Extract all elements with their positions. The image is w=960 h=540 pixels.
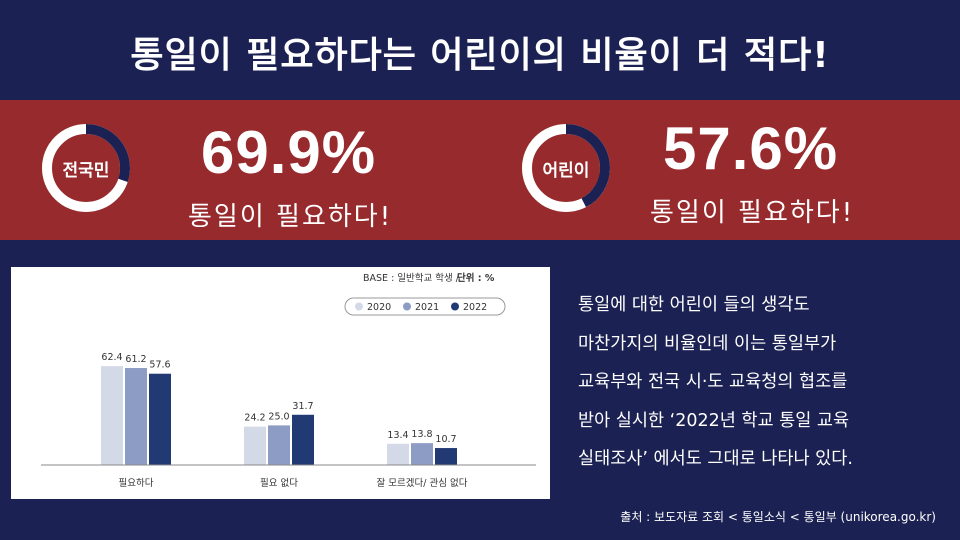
bar-2020-2: [244, 426, 266, 465]
chart-note-unit: 단위 : %: [457, 272, 495, 284]
bar-2021-2: [268, 425, 290, 465]
bar-2021-3: [411, 443, 433, 465]
bar-value-label: 13.4: [387, 430, 408, 441]
x-tick-label: 필요 없다: [260, 477, 298, 489]
bar-2020-1: [101, 366, 123, 465]
bar-value-label: 57.6: [149, 360, 170, 371]
headline: 통일이 필요하다는 어린이의 비율이 더 적다!: [130, 35, 830, 76]
body-line: 교육부와 전국 시·도 교육청의 협조를: [578, 372, 848, 392]
donut-national: 전국민: [40, 122, 132, 214]
legend-marker: [355, 302, 363, 311]
body-line: 통일에 대한 어린이 들의 생각도: [578, 295, 810, 315]
stats-band: 전국민 69.9% 통일이 필요하다! 어린이 57.6% 통일이 필요하다!: [0, 100, 960, 240]
bar-value-label: 25.0: [268, 411, 289, 422]
body-line: 실태조사’ 에서도 그대로 나타나 있다.: [578, 449, 853, 469]
bar-2022-3: [435, 448, 457, 465]
donut-remainder-arc: [42, 124, 130, 212]
source-citation: 출처 : 보도자료 조회 < 통일소식 < 통일부 (unikorea.go.k…: [620, 510, 936, 524]
bar-value-label: 61.2: [125, 354, 146, 365]
stat-caption-national: 통일이 필요하다!: [188, 202, 393, 232]
donut-remainder-arc: [522, 124, 610, 212]
legend-marker: [451, 302, 459, 311]
body-text: 통일에 대한 어린이 들의 생각도 마찬가지의 비율인데 이는 통일부가 교육부…: [578, 286, 948, 479]
donut-label-national: 전국민: [62, 160, 110, 181]
stat-national: 전국민 69.9% 통일이 필요하다!: [0, 100, 480, 240]
bar-2020-3: [387, 443, 409, 465]
donut-chart-children: [522, 124, 610, 212]
donut-label-children: 어린이: [542, 160, 590, 181]
legend-marker: [403, 302, 411, 311]
bar-value-label: 24.2: [244, 413, 265, 424]
x-tick-label: 필요하다: [119, 477, 154, 489]
body-line: 받아 실시한 ‘2022년 학교 통일 교육: [578, 410, 850, 431]
stat-caption-children: 통일이 필요하다!: [650, 198, 855, 228]
bar-value-label: 13.8: [411, 429, 432, 440]
legend-box: [344, 297, 506, 316]
legend-label: 2022: [463, 302, 487, 313]
donut-children: 어린이: [520, 122, 612, 214]
bar-chart: BASE : 일반학교 학생 / 단위 : % 2020 2021 2022 62.…: [41, 272, 536, 489]
legend: 2020 2021 2022: [355, 302, 487, 313]
bar-value-label: 10.7: [435, 434, 456, 445]
stat-children: 어린이 57.6% 통일이 필요하다!: [480, 100, 960, 240]
x-axis-labels: 필요하다 필요 없다 잘 모르겠다/ 관심 없다: [119, 477, 468, 489]
chart-panel: BASE : 일반학교 학생 / 단위 : % 2020 2021 2022 62.…: [11, 267, 550, 499]
donut-chart-national: [42, 124, 130, 212]
legend-label: 2020: [367, 302, 391, 313]
bars-group: 62.4 61.257.6 24.2 25.031.7 13.4 13.8 10.7: [101, 352, 457, 465]
bar-2022-2: [292, 414, 314, 465]
bar-value-label: 62.4: [101, 352, 122, 363]
legend-label: 2021: [415, 302, 439, 313]
body-line: 마찬가지의 비율인데 이는 통일부가: [578, 333, 837, 354]
x-tick-label: 잘 모르겠다/ 관심 없다: [377, 477, 468, 489]
stat-value-children: 57.6%: [663, 115, 839, 182]
bar-2022-1: [149, 373, 171, 465]
bar-value-label: 31.7: [292, 401, 313, 412]
chart-note-base: BASE : 일반학교 학생 /: [363, 273, 460, 284]
stat-value-national: 69.9%: [201, 119, 377, 186]
bar-2021-1: [125, 368, 147, 465]
